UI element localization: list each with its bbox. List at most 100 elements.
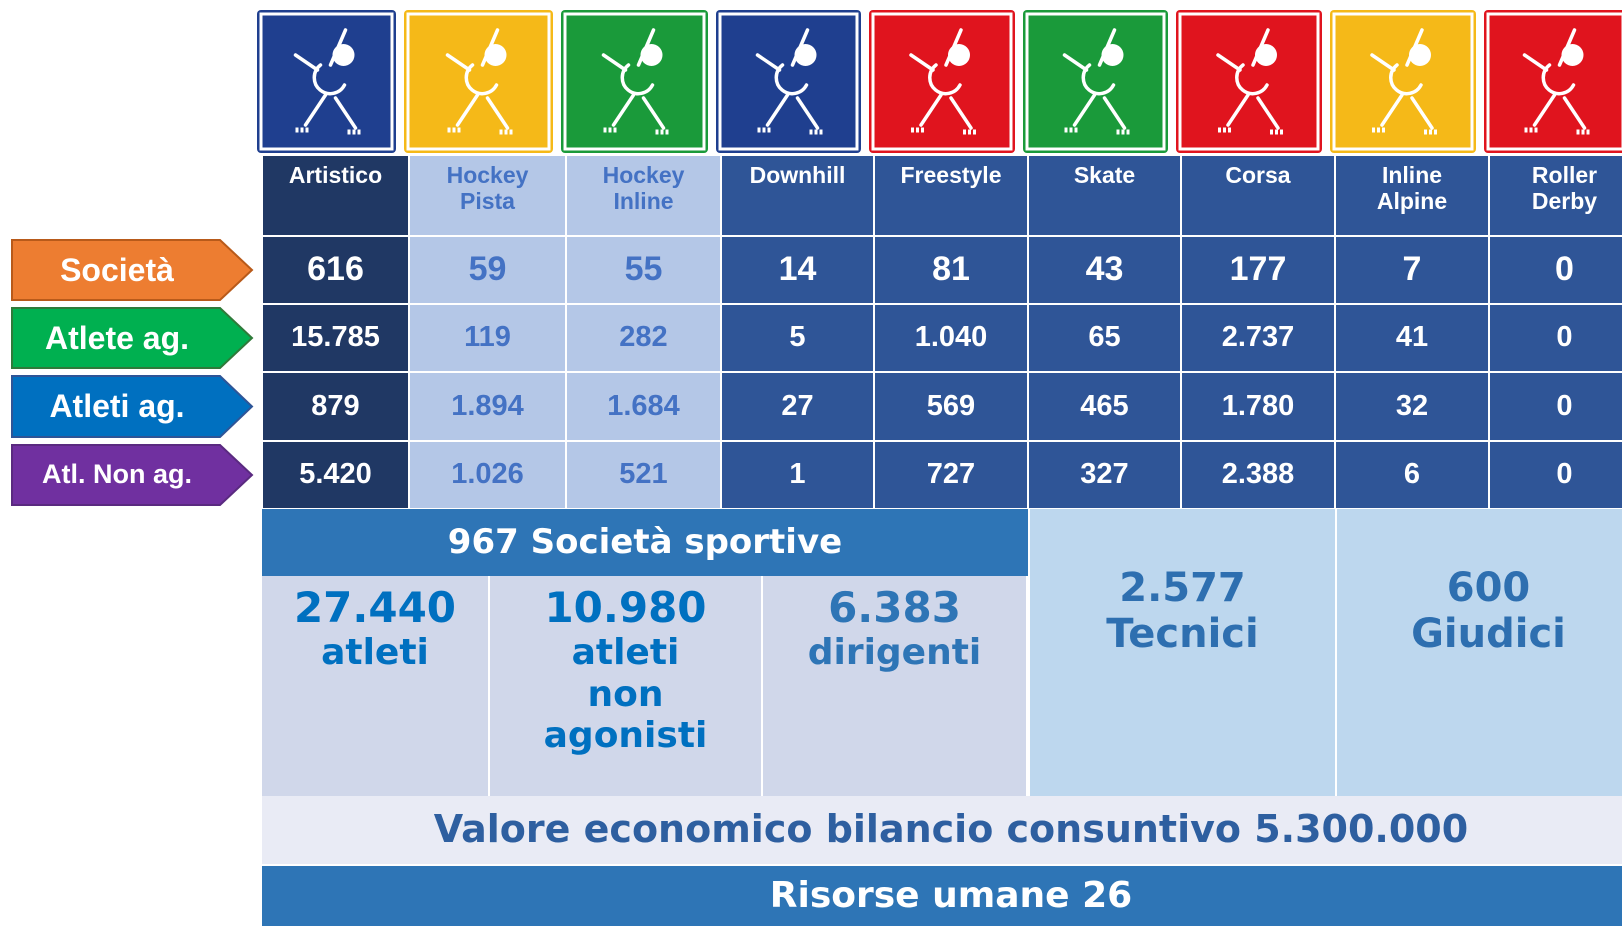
icon-bg — [561, 10, 708, 153]
icon-wheels — [1218, 127, 1284, 135]
icon-figure — [601, 28, 666, 130]
summary-number: 10.980 — [544, 583, 707, 632]
column-header: Downhill — [721, 155, 874, 236]
cell-value: 465 — [1080, 389, 1129, 422]
cell-value: 65 — [1088, 321, 1121, 354]
cell-value: 43 — [1085, 250, 1124, 289]
summary-label: atleti — [321, 632, 429, 674]
icon-figure — [1216, 28, 1280, 130]
data-cell: 177 — [1181, 236, 1335, 304]
icon-border — [406, 12, 551, 151]
cell-value: 0 — [1555, 250, 1574, 289]
cell-value: 616 — [307, 250, 364, 289]
cell-value: 119 — [464, 321, 511, 354]
icon-figure — [1062, 28, 1127, 130]
data-cell: 5 — [721, 304, 874, 372]
row-label-arrow — [11, 375, 254, 438]
data-cell: 81 — [874, 236, 1028, 304]
summary-label: dirigenti — [807, 632, 982, 674]
summary-side: 600 Giudici — [1335, 509, 1622, 796]
row-label: Atlete ag. — [12, 308, 222, 368]
icon-bg — [1484, 10, 1622, 153]
cell-value: 1.894 — [451, 389, 524, 422]
column-name: Derby — [1531, 188, 1598, 215]
row-label-text: Atl. Non ag. — [42, 459, 192, 490]
sport-icon — [561, 10, 708, 153]
cell-value: 27 — [781, 389, 814, 422]
summary-number: 600 — [1446, 565, 1531, 611]
sport-icon — [257, 10, 396, 153]
cell-value: 5.420 — [299, 458, 372, 491]
data-cell: 1 — [721, 441, 874, 509]
sport-icon — [404, 10, 553, 153]
cell-value: 1.684 — [607, 389, 680, 422]
data-cell: 7 — [1335, 236, 1489, 304]
data-cell: 521 — [566, 441, 721, 509]
column-name: Roller — [1531, 162, 1598, 188]
summary-number: 27.440 — [293, 583, 457, 632]
data-cell: 32 — [1335, 372, 1489, 441]
data-cell: 0 — [1489, 372, 1622, 441]
icon-wheels — [1064, 127, 1131, 135]
summary-side: 2.577 Tecnici — [1028, 509, 1335, 796]
icon-figure — [909, 28, 973, 130]
data-cell: 1.780 — [1181, 372, 1335, 441]
summary-cell: 6.383 dirigenti — [763, 576, 1028, 796]
row-label: Atleti ag. — [12, 376, 222, 437]
data-cell: 616 — [262, 236, 409, 304]
sport-icon — [1023, 10, 1168, 153]
icon-wheels — [757, 127, 824, 135]
sport-icon — [1330, 10, 1476, 153]
data-cell: 569 — [874, 372, 1028, 441]
icon-bg — [716, 10, 861, 153]
icon-figure — [445, 28, 510, 130]
row-label-arrow — [11, 307, 254, 369]
row-label-arrow — [11, 239, 254, 301]
cell-value: 1.026 — [451, 458, 524, 491]
summary-cell: 27.440 atleti — [262, 576, 490, 796]
column-name: Inline — [1381, 162, 1443, 188]
summary-cell: 10.980 atleti non agonisti — [490, 576, 763, 796]
icon-figure — [1522, 28, 1587, 130]
column-header: Inline Alpine — [1335, 155, 1489, 236]
cell-value: 55 — [624, 250, 663, 289]
icon-border — [1025, 12, 1166, 151]
data-cell: 5.420 — [262, 441, 409, 509]
column-name: Corsa — [1225, 162, 1291, 188]
icon-border — [563, 12, 706, 151]
column-name: Inline — [613, 188, 674, 215]
cell-value: 1 — [789, 458, 806, 491]
icon-border — [1178, 12, 1320, 151]
icon-bg — [404, 10, 553, 153]
data-cell: 41 — [1335, 304, 1489, 372]
summary-label: atleti — [571, 632, 680, 674]
column-header: Roller Derby — [1489, 155, 1622, 236]
icon-bg — [869, 10, 1015, 153]
column-name: Freestyle — [900, 162, 1002, 188]
summary-title-text: 967 Società sportive — [447, 521, 843, 562]
data-cell: 0 — [1489, 304, 1622, 372]
data-cell: 465 — [1028, 372, 1181, 441]
column-name: Skate — [1073, 162, 1136, 188]
data-cell: 1.894 — [409, 372, 566, 441]
cell-value: 1.040 — [914, 321, 988, 354]
summary-label: agonisti — [543, 715, 708, 757]
data-cell: 27 — [721, 372, 874, 441]
column-header: Artistico — [262, 155, 409, 236]
column-name: Hockey — [602, 162, 685, 188]
data-cell: 119 — [409, 304, 566, 372]
cell-value: 7 — [1402, 250, 1422, 289]
summary-number: 6.383 — [828, 583, 961, 632]
summary-title: 967 Società sportive — [262, 509, 1028, 576]
cell-value: 177 — [1229, 250, 1287, 289]
cell-value: 282 — [619, 321, 668, 354]
cell-value: 0 — [1556, 321, 1573, 354]
data-cell: 6 — [1335, 441, 1489, 509]
summary-label: Giudici — [1411, 611, 1566, 657]
icon-figure — [293, 28, 358, 130]
cell-value: 5 — [789, 321, 806, 354]
data-cell: 65 — [1028, 304, 1181, 372]
data-cell: 15.785 — [262, 304, 409, 372]
sport-icon — [1176, 10, 1322, 153]
